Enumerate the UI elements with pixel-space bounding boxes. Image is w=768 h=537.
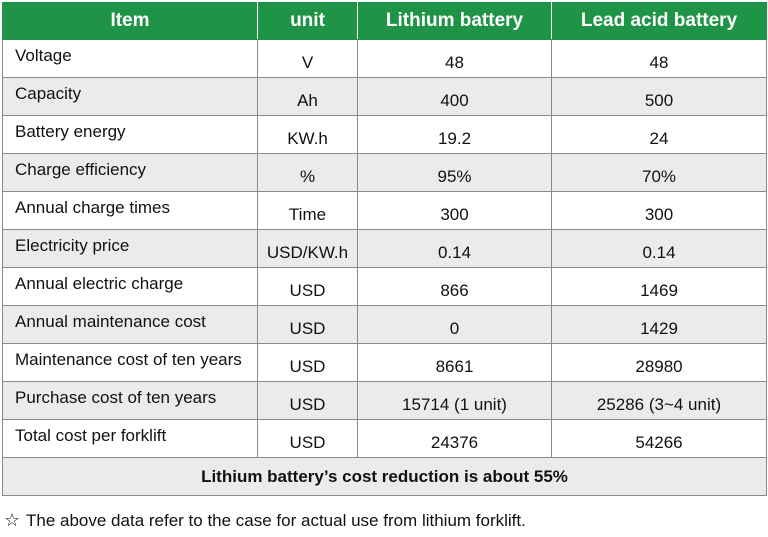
table-row: Total cost per forklift USD 24376 54266	[2, 419, 767, 458]
table-row: Capacity Ah 400 500	[2, 77, 767, 116]
lithium-value-cell: 95%	[357, 153, 552, 192]
unit-cell: USD	[257, 419, 358, 458]
item-cell: Charge efficiency	[2, 153, 258, 192]
lithium-value-cell: 300	[357, 191, 552, 230]
lithium-value-cell: 48	[357, 39, 552, 78]
lead-acid-value-cell: 300	[551, 191, 767, 230]
table-row: Battery energy KW.h 19.2 24	[2, 115, 767, 154]
table-row: Charge efficiency% 95% 70%	[2, 153, 767, 192]
item-cell: Annual electric charge	[2, 267, 258, 306]
lead-acid-value-cell: 0.14	[551, 229, 767, 268]
lithium-value-cell: 24376	[357, 419, 552, 458]
lithium-value-cell: 15714 (1 unit)	[357, 381, 552, 420]
lithium-value-cell: 400	[357, 77, 552, 116]
unit-cell: USD/KW.h	[257, 229, 358, 268]
item-cell: Battery energy	[2, 115, 258, 154]
summary-text: Lithium battery’s cost reduction is abou…	[2, 457, 767, 496]
lead-acid-value-cell: 28980	[551, 343, 767, 382]
lead-acid-value-cell: 48	[551, 39, 767, 78]
table-row: Voltage V 48 48	[2, 39, 767, 78]
table-row: Annual charge times Time 300 300	[2, 191, 767, 230]
unit-cell: USD	[257, 343, 358, 382]
lead-acid-value-cell: 1469	[551, 267, 767, 306]
item-cell: Maintenance cost of ten years	[2, 343, 258, 382]
item-cell: Electricity price	[2, 229, 258, 268]
unit-cell: %	[257, 153, 358, 192]
table-row: Annual maintenance cost USD 0 1429	[2, 305, 767, 344]
item-cell: Purchase cost of ten years	[2, 381, 258, 420]
footnote-text: The above data refer to the case for act…	[26, 511, 526, 530]
battery-comparison-table: Item unit Lithium battery Lead acid batt…	[2, 2, 767, 496]
table-row: Annual electric charge USD 866 1469	[2, 267, 767, 306]
header-item: Item	[2, 2, 258, 40]
lithium-value-cell: 0	[357, 305, 552, 344]
star-outline-icon: ☆	[4, 510, 21, 530]
unit-cell: Ah	[257, 77, 358, 116]
item-cell: Total cost per forklift	[2, 419, 258, 458]
lead-acid-value-cell: 24	[551, 115, 767, 154]
header-row: Item unit Lithium battery Lead acid batt…	[2, 2, 767, 40]
item-cell: Voltage	[2, 39, 258, 78]
lithium-value-cell: 0.14	[357, 229, 552, 268]
unit-cell: KW.h	[257, 115, 358, 154]
item-cell: Annual charge times	[2, 191, 258, 230]
summary-row: Lithium battery’s cost reduction is abou…	[2, 457, 767, 496]
table-row: Electricity price USD/KW.h 0.14 0.14	[2, 229, 767, 268]
lead-acid-value-cell: 1429	[551, 305, 767, 344]
unit-cell: Time	[257, 191, 358, 230]
unit-cell: V	[257, 39, 358, 78]
footnote: ☆ The above data refer to the case for ac…	[4, 510, 526, 531]
table-header: Item unit Lithium battery Lead acid batt…	[2, 2, 767, 40]
unit-cell: USD	[257, 305, 358, 344]
header-unit: unit	[257, 2, 358, 40]
lead-acid-value-cell: 500	[551, 77, 767, 116]
unit-cell: USD	[257, 267, 358, 306]
lead-acid-value-cell: 25286 (3~4 unit)	[551, 381, 767, 420]
lead-acid-value-cell: 54266	[551, 419, 767, 458]
lead-acid-value-cell: 70%	[551, 153, 767, 192]
lithium-value-cell: 19.2	[357, 115, 552, 154]
table-row: Purchase cost of ten years USD 15714 (1 un…	[2, 381, 767, 420]
lithium-value-cell: 866	[357, 267, 552, 306]
lithium-value-cell: 8661	[357, 343, 552, 382]
header-lead-acid-battery: Lead acid battery	[551, 2, 767, 40]
header-lithium-battery: Lithium battery	[357, 2, 552, 40]
item-cell: Capacity	[2, 77, 258, 116]
item-cell: Annual maintenance cost	[2, 305, 258, 344]
table-body: Voltage V 48 48 Capacity Ah 400 500 Battery ener…	[2, 39, 767, 496]
table-row: Maintenance cost of ten years USD 8661 2898…	[2, 343, 767, 382]
unit-cell: USD	[257, 381, 358, 420]
